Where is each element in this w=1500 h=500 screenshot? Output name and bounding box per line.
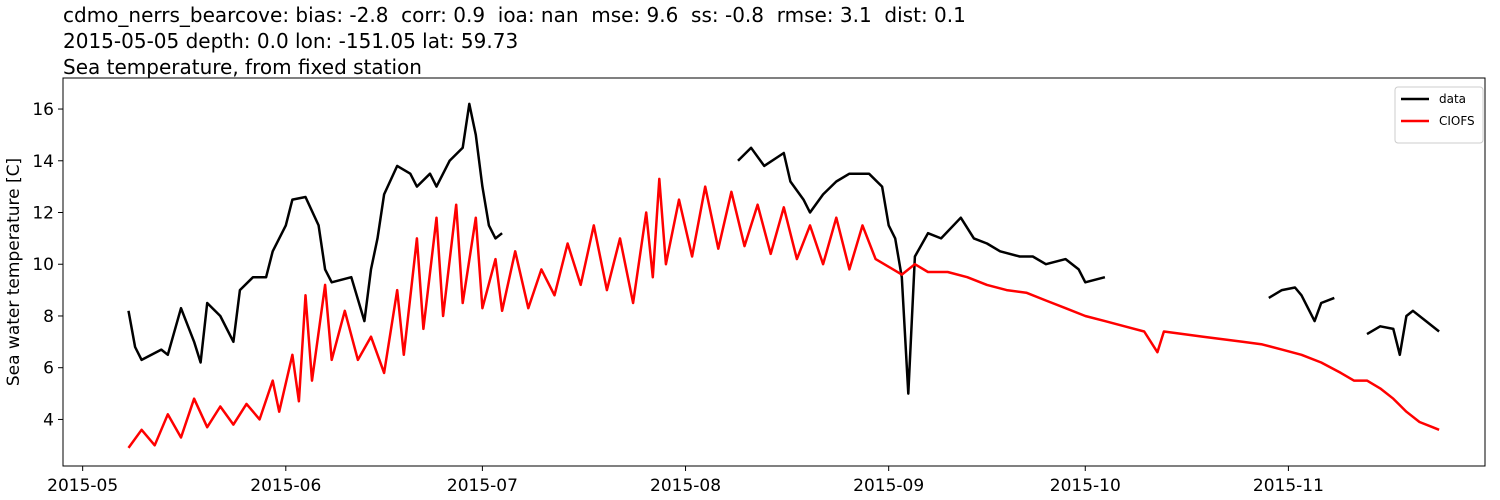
x-tick-label: 2015-07 [447, 476, 518, 496]
y-tick-label: 12 [32, 204, 54, 224]
chart-title: cdmo_nerrs_bearcove: bias: -2.8 corr: 0.… [63, 3, 966, 27]
y-tick-label: 4 [43, 410, 54, 430]
legend-box [1394, 86, 1484, 144]
x-tick-label: 2015-09 [853, 476, 924, 496]
y-axis-label: Sea water temperature [C] [4, 158, 24, 386]
x-tick-label: 2015-05 [47, 476, 118, 496]
y-tick-label: 10 [32, 255, 54, 275]
x-tick-label: 2015-08 [650, 476, 721, 496]
y-tick-label: 16 [32, 100, 54, 120]
plot-frame [62, 77, 1486, 467]
y-tick-label: 6 [43, 359, 54, 379]
chart-subtitle: 2015-05-05 depth: 0.0 lon: -151.05 lat: … [63, 29, 518, 53]
legend-label: data [1439, 92, 1466, 106]
y-tick-label: 8 [43, 307, 54, 327]
x-tick-label: 2015-11 [1253, 476, 1324, 496]
y-tick-label: 14 [32, 152, 54, 172]
x-tick-label: 2015-06 [250, 476, 321, 496]
x-tick-label: 2015-10 [1050, 476, 1121, 496]
data-line [127, 102, 1440, 395]
chart-description: Sea temperature, from fixed station [63, 55, 422, 79]
legend-label: CIOFS [1439, 114, 1475, 128]
data-line [127, 177, 1440, 449]
